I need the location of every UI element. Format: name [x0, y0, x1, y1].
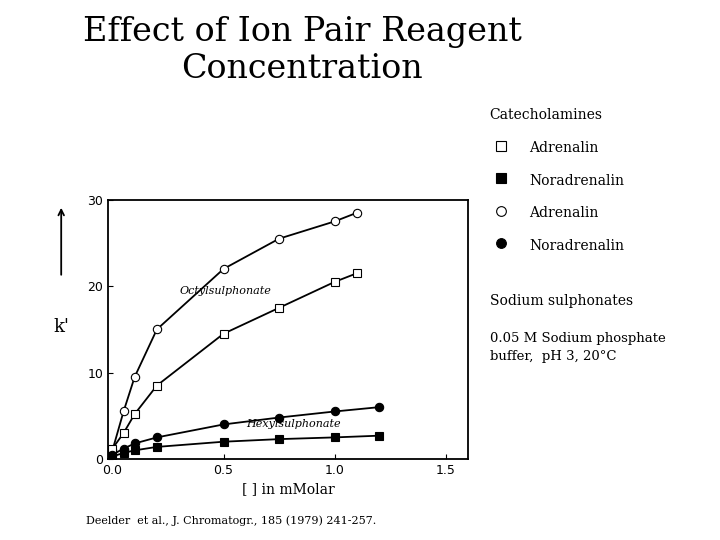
Text: Adrenalin: Adrenalin [529, 206, 598, 220]
Text: Hexylsulphonate: Hexylsulphonate [246, 420, 341, 429]
Text: k': k' [53, 318, 69, 336]
Text: Catecholamines: Catecholamines [490, 108, 603, 122]
X-axis label: [ ] in mMolar: [ ] in mMolar [242, 482, 334, 496]
Text: Noradrenalin: Noradrenalin [529, 239, 624, 253]
Text: Noradrenalin: Noradrenalin [529, 174, 624, 188]
Text: Sodium sulphonates: Sodium sulphonates [490, 294, 633, 308]
Text: Octylsulphonate: Octylsulphonate [179, 286, 271, 295]
Text: Deelder  et al., J. Chromatogr., 185 (1979) 241-257.: Deelder et al., J. Chromatogr., 185 (197… [86, 516, 377, 526]
Text: Effect of Ion Pair Reagent
Concentration: Effect of Ion Pair Reagent Concentration [83, 16, 522, 85]
Text: Adrenalin: Adrenalin [529, 141, 598, 156]
Text: 0.05 M Sodium phosphate
buffer,  pH 3, 20°C: 0.05 M Sodium phosphate buffer, pH 3, 20… [490, 332, 665, 363]
